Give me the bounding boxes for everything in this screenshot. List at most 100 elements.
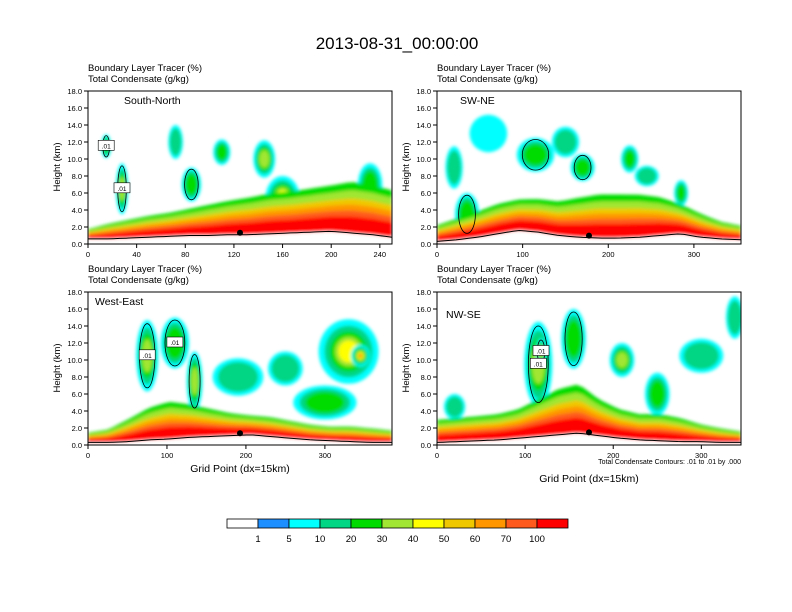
x-axis: 0 100 200 300 [435,244,700,259]
condensate-contour [564,311,583,366]
terrain [437,433,741,445]
y-axis: 0.0 2.0 4.0 6.0 8.0 10.0 12.0 14.0 16.0 18.0 [416,288,437,450]
x-tick-label: 200 [325,250,338,259]
contour-info: Total Condensate Contours: .01 to .01 by… [598,459,741,466]
colorbar-swatch [443,518,476,529]
y-tick-label: 0.0 [72,240,82,249]
plot-frame [87,90,393,245]
contour-label-box [532,345,550,356]
y-axis: 0.0 2.0 4.0 6.0 8.0 10.0 12.0 14.0 16.0 18.0 [67,87,88,249]
panel-field2-label: Total Condensate (g/kg) [437,275,538,286]
panel-sw-ne: Boundary Layer Tracer (%) Total Condensa… [401,63,742,259]
colorbar-label: 100 [529,534,545,545]
tracer-blob [683,342,719,370]
colorbar-swatch [474,518,507,529]
contour-label-box [529,357,547,369]
y-tick-label: 18.0 [416,87,431,96]
section-name: South-North [124,95,181,107]
x-tick-label: 100 [519,451,532,460]
y-tick-label: 14.0 [416,121,431,130]
section-name: NW-SE [446,309,481,321]
y-tick-label: 4.0 [72,206,82,215]
panel-field1-label: Boundary Layer Tracer (%) [88,264,202,275]
contour-layer: .01 .01 [88,135,392,240]
tracer-blob [649,380,665,408]
colorbar: 1 5 10 20 30 40 50 60 70 100 [226,518,569,545]
tracer-blob [566,320,582,358]
tracer-blob [305,392,345,413]
y-tick-label: 8.0 [72,172,82,181]
panel-field1-label: Boundary Layer Tracer (%) [88,63,202,74]
panel-field1-label: Boundary Layer Tracer (%) [437,63,551,74]
x-tick-label: 100 [516,250,529,259]
contour-label-box [166,336,184,348]
x-tick-label: 120 [228,250,241,259]
tracer-blob [169,128,182,156]
tracer-blob [469,114,508,153]
y-tick-label: 12.0 [416,339,431,348]
tracer-blob [216,144,228,161]
heatmap-field [437,114,741,244]
colorbar-swatch [505,518,538,529]
colorbar-label: 5 [286,534,291,545]
y-tick-label: 2.0 [72,223,82,232]
y-tick-label: 2.0 [72,424,82,433]
y-tick-label: 4.0 [421,206,431,215]
y-tick-label: 8.0 [72,373,82,382]
center-marker [237,430,243,437]
y-axis-label: Height (km) [52,142,63,191]
y-tick-label: 6.0 [72,189,82,198]
y-axis-label: Height (km) [401,142,412,191]
x-tick-label: 0 [435,451,439,460]
center-marker [237,229,243,236]
tracer-blob [217,362,259,392]
x-tick-label: 300 [319,451,332,460]
colorbar-label: 10 [315,534,326,545]
contour-label: .01 [536,349,545,356]
x-tick-label: 80 [181,250,189,259]
x-tick-label: 300 [695,451,708,460]
x-tick-label: 200 [240,451,253,460]
x-axis: 0 100 200 300 [86,445,331,460]
contour-layer [437,139,741,242]
y-tick-label: 14.0 [67,322,82,331]
tracer-blob [446,396,464,417]
y-tick-label: 0.0 [421,441,431,450]
y-tick-label: 16.0 [67,104,82,113]
center-marker [586,429,592,436]
condensate-contour [188,354,201,409]
y-tick-label: 18.0 [416,288,431,297]
panel-field2-label: Total Condensate (g/kg) [88,275,189,286]
y-tick-label: 8.0 [421,373,431,382]
plot-frame [436,291,742,446]
tracer-blob [191,367,199,395]
tracer-blob [271,354,300,383]
contour-label-box [113,182,131,194]
x-tick-label: 0 [435,250,439,259]
x-tick-label: 200 [607,451,620,460]
condensate-contour [573,154,592,181]
tracer-blob [727,300,741,335]
y-axis-label: Height (km) [52,343,63,392]
colorbar-swatch [226,518,259,529]
colorbar-label: 1 [255,534,260,545]
tracer-blob [185,174,198,195]
tracer-blob [676,185,686,201]
center-marker [586,232,592,239]
terrain [437,230,741,244]
x-tick-label: 100 [161,451,174,460]
x-axis-label: Grid Point (dx=15km) [190,463,290,475]
tracer-blob [554,129,577,155]
tracer-blob [259,150,270,168]
y-tick-label: 18.0 [67,288,82,297]
y-axis: 0.0 2.0 4.0 6.0 8.0 10.0 12.0 14.0 16.0 18.0 [67,288,88,450]
condensate-contour [521,139,550,171]
x-tick-label: 0 [86,451,90,460]
contour-label: .01 [117,186,126,193]
contour-label: .01 [534,361,543,368]
condensate-contour [184,168,199,201]
y-tick-label: 4.0 [421,407,431,416]
tracer-blob [637,167,657,185]
x-axis: 0 40 80 120 160 200 240 [86,244,386,259]
